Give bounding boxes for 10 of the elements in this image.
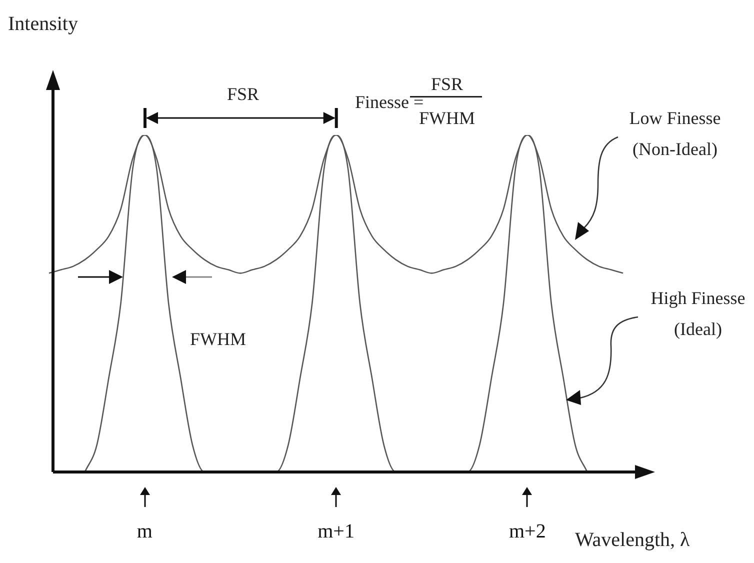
x-tick-label: m+2 — [508, 520, 546, 542]
text: FSR — [226, 84, 260, 104]
y-axis-title: Intensity — [8, 13, 78, 35]
x-tick-label: m+1 — [318, 520, 354, 542]
annotation: FWHM — [190, 329, 246, 349]
text: High Finesse (Ideal) — [650, 288, 746, 339]
x-tick-label: m — [136, 520, 153, 542]
text: FSR — [430, 74, 464, 94]
text: Low Finesse (Non-Ideal) — [629, 108, 721, 159]
x-axis-title: Wavelength, λ — [575, 529, 690, 551]
